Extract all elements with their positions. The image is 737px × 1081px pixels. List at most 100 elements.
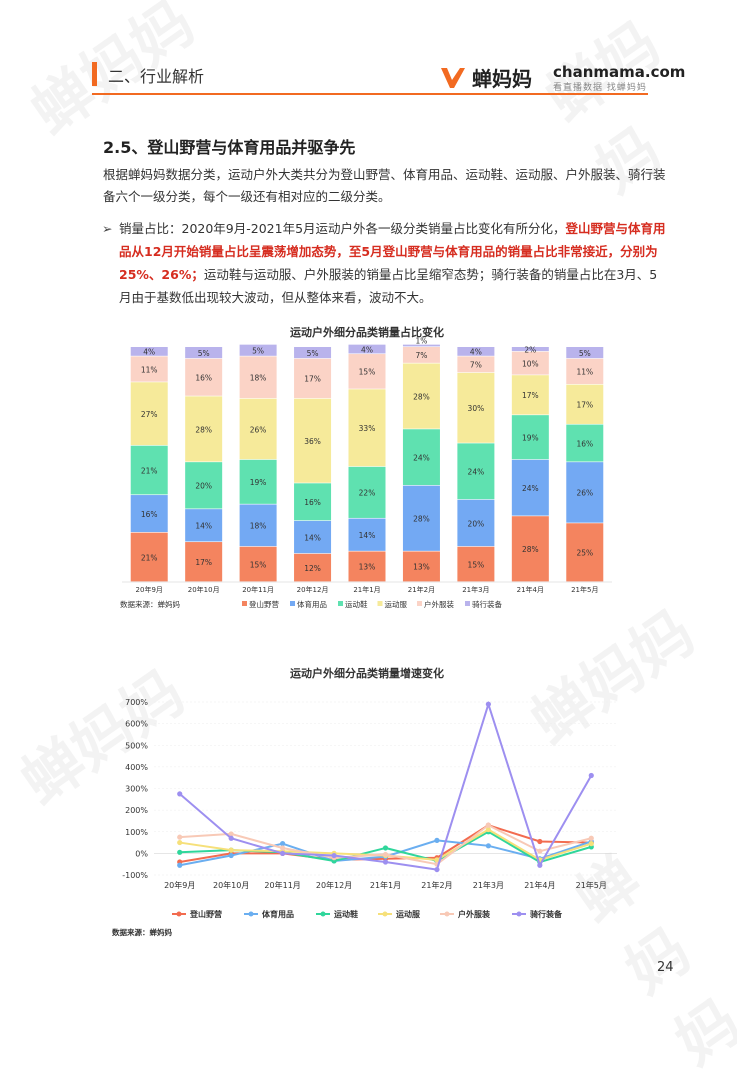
- bar-segment: [457, 499, 495, 547]
- data-point: [280, 841, 286, 847]
- y-tick-label: -100%: [122, 871, 148, 880]
- header-accent-bar: [92, 62, 97, 86]
- x-tick-label: 21年4月: [524, 880, 555, 890]
- bar-segment: [130, 445, 168, 495]
- x-tick-label: 21年3月: [462, 585, 489, 594]
- bar-segment: [294, 358, 332, 399]
- bar-segment: [185, 358, 223, 396]
- bar-segment: [402, 551, 440, 582]
- data-source: 数据来源：蝉妈妈: [112, 927, 172, 937]
- data-label: 18%: [250, 374, 267, 383]
- data-point: [588, 835, 594, 841]
- data-label: 5%: [579, 349, 591, 358]
- x-tick-label: 21年1月: [353, 585, 380, 594]
- data-label: 21%: [141, 466, 158, 475]
- x-tick-label: 21年5月: [576, 880, 607, 890]
- bar-segment: [239, 356, 277, 399]
- data-label: 22%: [359, 489, 376, 498]
- legend-label: 运动鞋: [334, 909, 358, 919]
- legend-marker: [320, 911, 326, 917]
- legend-label: 登山野营: [249, 599, 279, 609]
- data-label: 28%: [413, 515, 430, 524]
- data-label: 7%: [415, 351, 427, 360]
- bar-segment: [348, 466, 386, 518]
- data-point: [228, 852, 234, 859]
- data-label: 11%: [576, 368, 593, 377]
- bar-segment: [185, 542, 223, 582]
- data-label: 4%: [143, 348, 155, 357]
- x-tick-label: 20年10月: [188, 585, 220, 594]
- bar-segment: [239, 344, 277, 356]
- bar-segment: [402, 347, 440, 363]
- bullet-text: 销量占比：2020年9月-2021年5月运动户外各一级分类销量占比变化有所分化，…: [103, 217, 668, 309]
- data-point: [228, 831, 234, 837]
- bar-segment: [348, 354, 386, 389]
- bar-segment: [294, 553, 332, 582]
- legend-marker: [516, 911, 522, 917]
- data-point: [382, 859, 389, 865]
- bar-segment: [402, 363, 440, 429]
- data-label: 18%: [250, 522, 267, 531]
- data-source: 数据来源：蝉妈妈: [120, 599, 180, 609]
- bar-segment: [511, 347, 549, 352]
- data-label: 1%: [415, 337, 427, 346]
- data-label: 26%: [250, 425, 267, 434]
- data-label: 4%: [470, 348, 482, 357]
- intro-paragraph: 根据蝉妈妈数据分类，运动户外大类共分为登山野营、体育用品、运动鞋、运动服、户外服…: [103, 167, 666, 204]
- bar-segment: [239, 398, 277, 460]
- legend-marker: [248, 911, 254, 917]
- data-label: 7%: [470, 361, 482, 370]
- bar-segment: [457, 372, 495, 443]
- legend-swatch: [377, 601, 383, 606]
- legend-label: 运动服: [385, 599, 408, 609]
- legend-label: 体育用品: [262, 909, 294, 919]
- data-label: 19%: [522, 433, 539, 442]
- data-label: 5%: [198, 349, 210, 358]
- data-label: 28%: [413, 392, 430, 401]
- bar-segment: [348, 518, 386, 551]
- data-label: 28%: [195, 425, 212, 434]
- bar-segment: [239, 504, 277, 547]
- legend-marker: [176, 911, 182, 917]
- data-label: 2%: [524, 345, 536, 354]
- legend-label: 体育用品: [297, 599, 327, 609]
- data-label: 16%: [576, 439, 593, 448]
- bullet-text-part1: 销量占比：2020年9月-2021年5月运动户外各一级分类销量占比变化有所分化，: [119, 221, 566, 236]
- logo-text-cn: 蝉妈妈: [472, 67, 532, 91]
- bar-segment: [566, 462, 604, 523]
- data-label: 12%: [304, 564, 321, 573]
- data-label: 17%: [304, 375, 321, 384]
- bullet-item: ➢ 销量占比：2020年9月-2021年5月运动户外各一级分类销量占比变化有所分…: [102, 217, 668, 309]
- header-divider: [92, 93, 648, 95]
- data-label: 16%: [195, 374, 212, 383]
- bar-segment: [566, 358, 604, 384]
- data-point: [485, 701, 491, 707]
- data-label: 4%: [361, 345, 373, 354]
- data-label: 5%: [252, 347, 264, 356]
- legend-marker: [382, 911, 388, 917]
- data-point: [485, 843, 491, 849]
- data-point: [485, 822, 491, 828]
- bar-segment: [457, 546, 495, 582]
- series-line: [179, 700, 593, 871]
- data-label: 17%: [195, 558, 212, 567]
- bar-segment: [566, 384, 604, 424]
- data-label: 28%: [522, 545, 539, 554]
- data-label: 16%: [141, 510, 158, 519]
- bar-segment: [239, 459, 277, 504]
- bar-segment: [457, 347, 495, 356]
- data-label: 17%: [522, 391, 539, 400]
- data-label: 27%: [141, 410, 158, 419]
- bar-segment: [566, 347, 604, 359]
- data-label: 20%: [195, 482, 212, 491]
- data-label: 24%: [413, 453, 430, 462]
- data-point: [280, 845, 286, 851]
- logo-tagline: 看直播数据 找蝉妈妈: [553, 83, 647, 93]
- data-label: 10%: [522, 359, 539, 368]
- bar-segment: [239, 546, 277, 582]
- data-label: 5%: [307, 349, 319, 358]
- bar-segment: [457, 443, 495, 500]
- stacked-bar-chart: 运动户外细分品类销量占比变化 21% 16% 21% 27% 11% 4% 20年9月 17% 1…: [120, 325, 612, 609]
- bar-segment: [130, 495, 168, 533]
- legend-swatch: [290, 601, 295, 606]
